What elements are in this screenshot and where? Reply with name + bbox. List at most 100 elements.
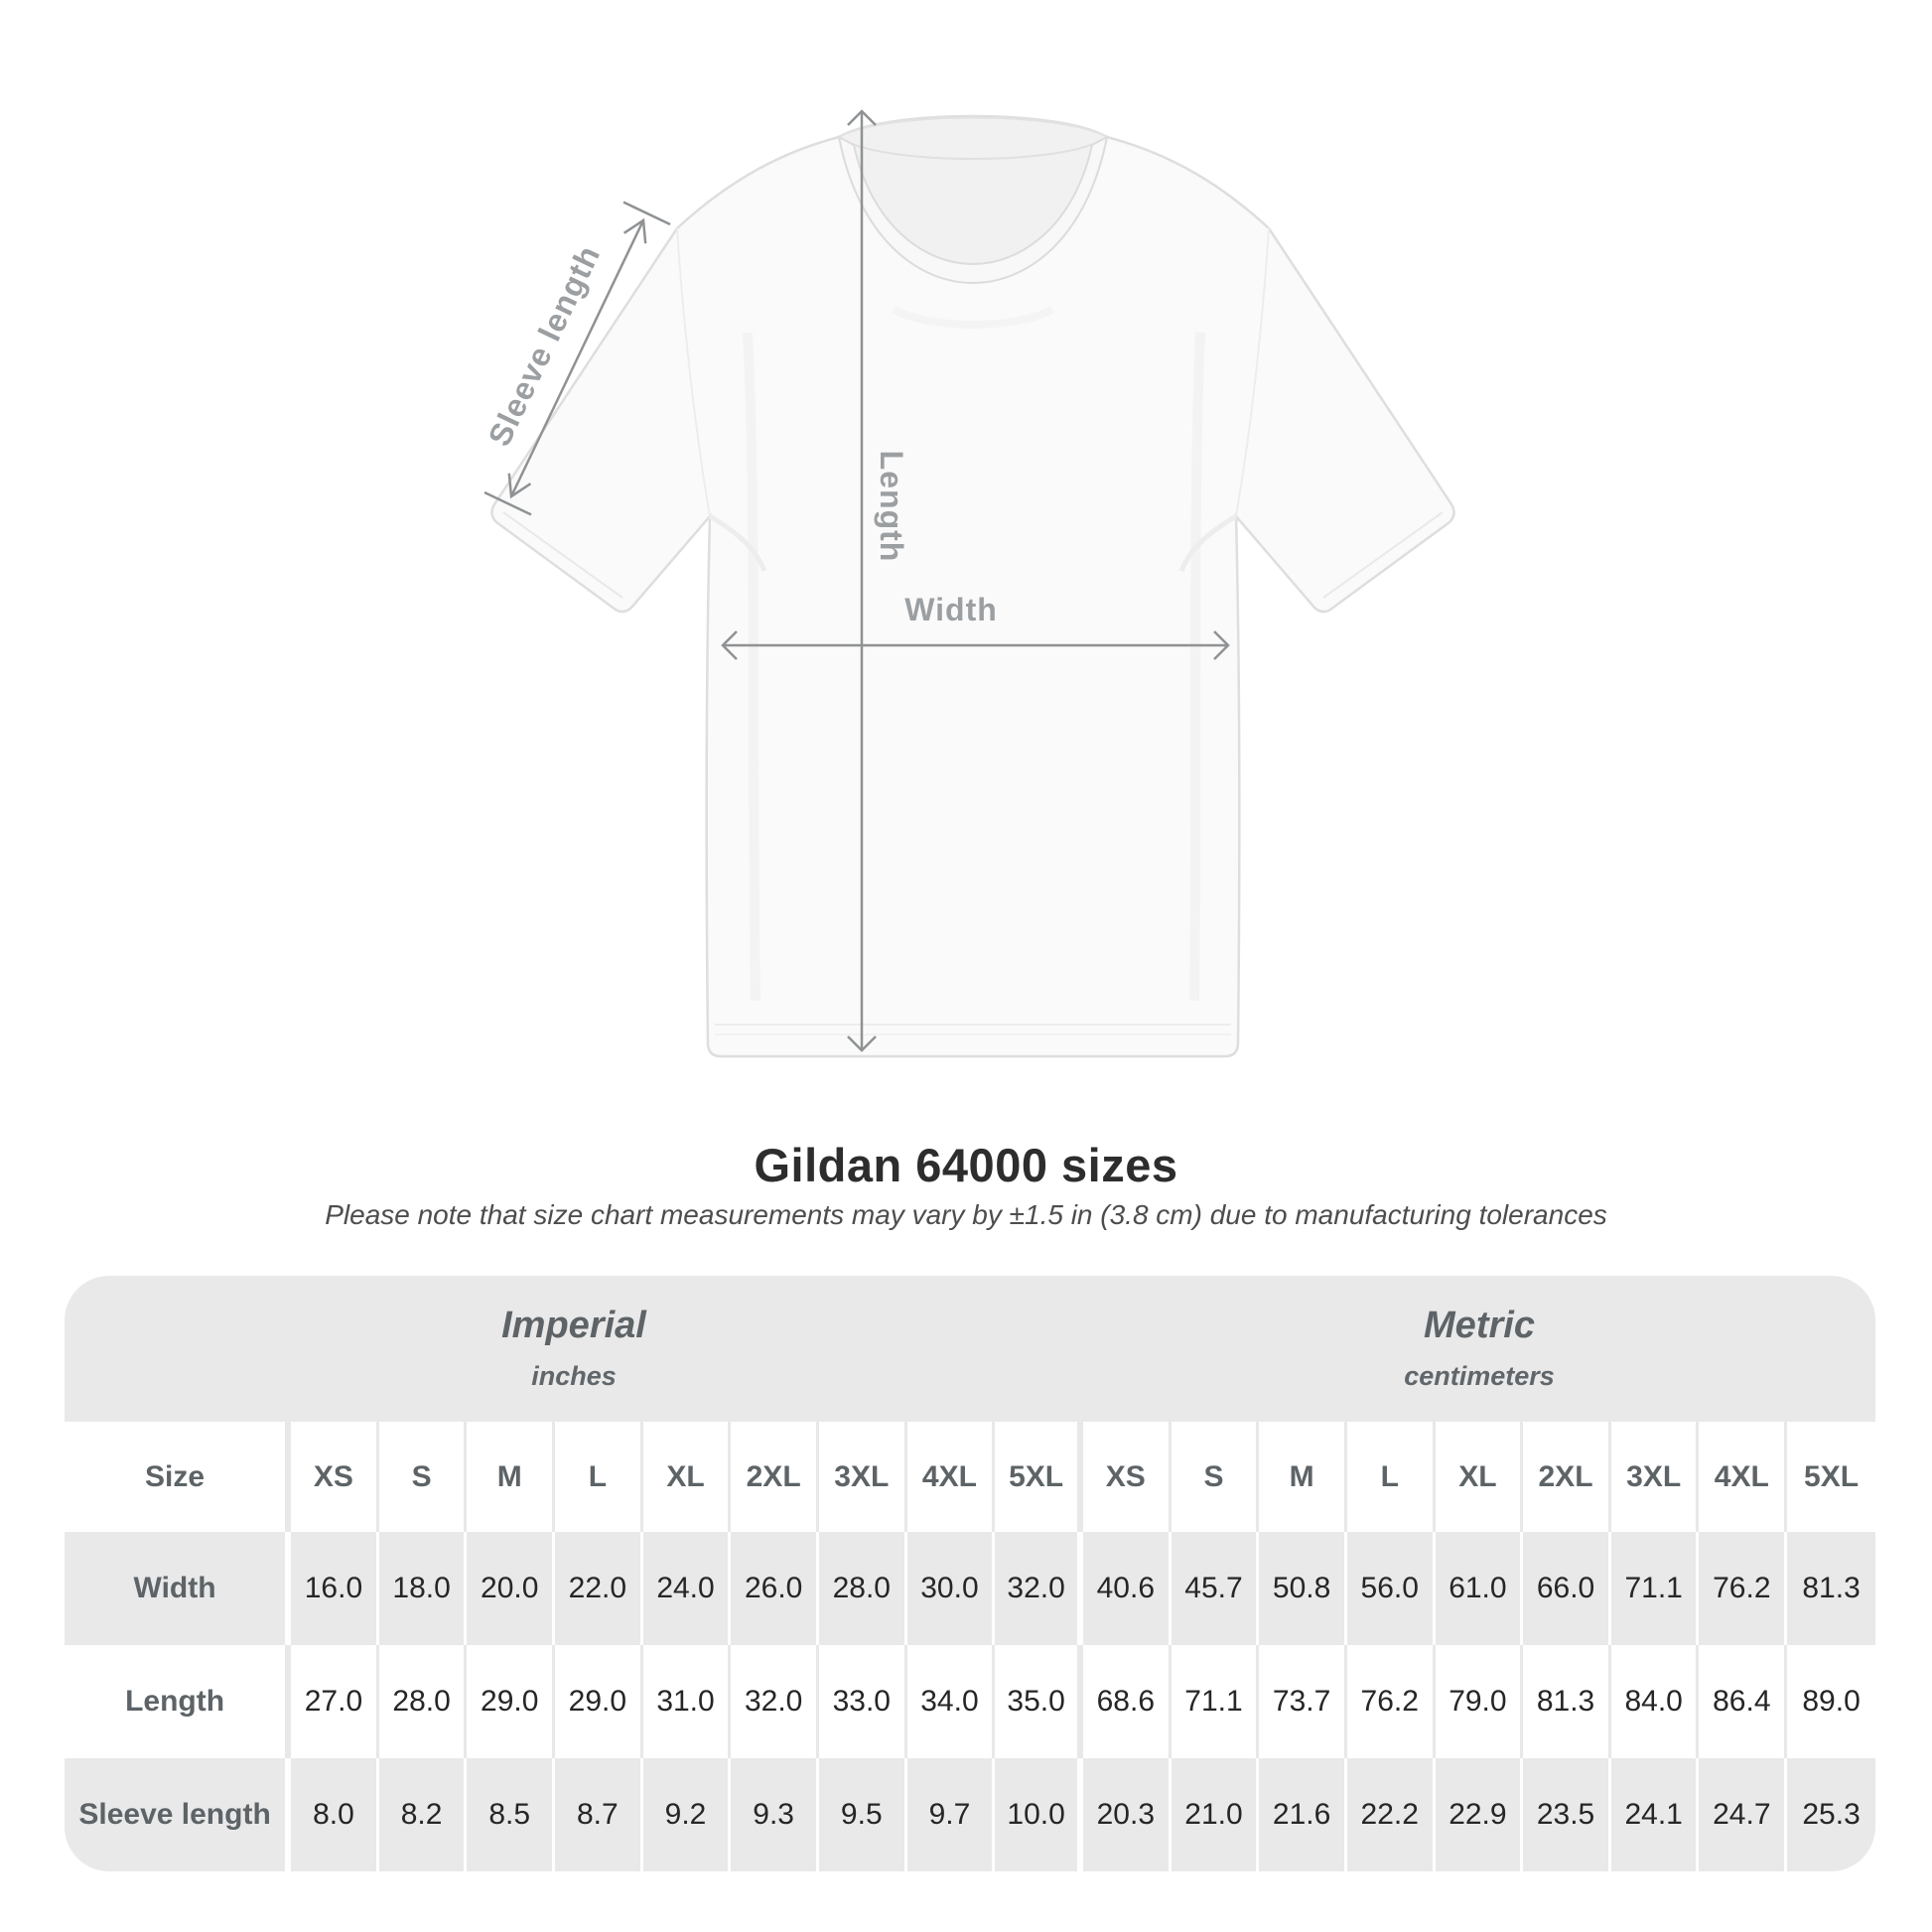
- table-cell-metric: 71.1: [1171, 1645, 1260, 1758]
- table-cell-imperial: 8.2: [378, 1758, 468, 1871]
- table-cell-imperial: 16.0: [291, 1532, 379, 1645]
- table-cell-imperial: 9.2: [642, 1758, 732, 1871]
- size-chart-table: Imperial inches Metric centimeters Size …: [65, 1276, 1875, 1871]
- size-col-header-imperial-m: M: [467, 1422, 556, 1532]
- table-cell-metric: 71.1: [1610, 1532, 1700, 1645]
- collar-band: [837, 135, 1109, 285]
- tshirt-diagram-svg: Width Length Sleeve length: [482, 109, 1455, 1058]
- table-cell-metric: 84.0: [1610, 1645, 1700, 1758]
- row-label: Length: [65, 1645, 292, 1758]
- metric-label: Metric: [1424, 1305, 1535, 1347]
- table-cell-metric: 61.0: [1435, 1532, 1524, 1645]
- tshirt-outline: [490, 114, 1455, 1058]
- size-col-header-imperial-3xl: 3XL: [818, 1422, 907, 1532]
- table-cell-metric: 76.2: [1699, 1532, 1788, 1645]
- size-col-header-imperial-4xl: 4XL: [906, 1422, 996, 1532]
- table-cell-imperial: 10.0: [995, 1758, 1083, 1871]
- armpit-shadow: [708, 513, 767, 572]
- table-cell-metric: 86.4: [1699, 1645, 1788, 1758]
- table-cell-imperial: 20.0: [467, 1532, 556, 1645]
- table-cell-imperial: 9.7: [906, 1758, 996, 1871]
- table-cell-metric: 81.3: [1523, 1645, 1611, 1758]
- table-row-length: Length 27.0 28.0 29.0 29.0 31.0 32.0 33.0 34.0 35…: [65, 1645, 1875, 1758]
- unit-header-row: Imperial inches Metric centimeters: [65, 1276, 1875, 1422]
- row-label: Sleeve length: [65, 1758, 292, 1871]
- imperial-section-header: Imperial inches: [65, 1276, 1083, 1422]
- table-cell-imperial: 35.0: [995, 1645, 1083, 1758]
- table-cell-metric: 56.0: [1346, 1532, 1436, 1645]
- size-col-header-imperial-xl: XL: [642, 1422, 732, 1532]
- table-cell-imperial: 28.0: [818, 1532, 907, 1645]
- table-cell-imperial: 8.0: [291, 1758, 379, 1871]
- table-cell-imperial: 32.0: [995, 1532, 1083, 1645]
- table-cell-metric: 68.6: [1083, 1645, 1172, 1758]
- table-cell-imperial: 8.7: [555, 1758, 643, 1871]
- right-sleeve-seam: [1235, 227, 1270, 517]
- sleeve-length-arrow: [483, 201, 671, 516]
- table-cell-imperial: 26.0: [731, 1532, 819, 1645]
- table-cell-imperial: 30.0: [906, 1532, 996, 1645]
- size-column-header: Size: [65, 1422, 292, 1532]
- size-col-header-imperial-xs: XS: [291, 1422, 379, 1532]
- table-cell-metric: 81.3: [1787, 1532, 1875, 1645]
- table-row-sleeve-length: Sleeve length 8.0 8.2 8.5 8.7 9.2 9.3 9.5 9.7 10.…: [65, 1758, 1875, 1871]
- table-cell-metric: 21.0: [1171, 1758, 1260, 1871]
- fabric-crease: [743, 332, 760, 1002]
- table-cell-metric: 76.2: [1346, 1645, 1436, 1758]
- size-col-header-imperial-5xl: 5XL: [995, 1422, 1083, 1532]
- imperial-label: Imperial: [501, 1305, 646, 1347]
- table-cell-imperial: 8.5: [467, 1758, 556, 1871]
- tolerance-note: Please note that size chart measurements…: [325, 1199, 1607, 1230]
- table-cell-metric: 24.7: [1699, 1758, 1788, 1871]
- table-cell-imperial: 33.0: [818, 1645, 907, 1758]
- tshirt-graphic: [490, 114, 1455, 1058]
- table-cell-metric: 50.8: [1259, 1532, 1347, 1645]
- size-col-header-imperial-l: L: [555, 1422, 643, 1532]
- size-col-header-metric-4xl: 4XL: [1699, 1422, 1788, 1532]
- size-col-header-metric-s: S: [1171, 1422, 1260, 1532]
- width-arrow: [721, 630, 1230, 660]
- size-col-header-metric-2xl: 2XL: [1523, 1422, 1611, 1532]
- size-col-header-metric-xs: XS: [1083, 1422, 1172, 1532]
- table-cell-metric: 40.6: [1083, 1532, 1172, 1645]
- table-cell-imperial: 9.3: [731, 1758, 819, 1871]
- measurement-annotations: [483, 109, 1230, 1052]
- table-cell-metric: 20.3: [1083, 1758, 1172, 1871]
- size-header-row: Size XS S M L XL 2XL 3XL 4XL 5XL XS S M L XL 2XL 3XL 4XL…: [65, 1422, 1875, 1532]
- table-cell-imperial: 27.0: [291, 1645, 379, 1758]
- size-col-header-metric-m: M: [1259, 1422, 1347, 1532]
- width-label: Width: [904, 592, 998, 627]
- size-col-header-metric-xl: XL: [1435, 1422, 1524, 1532]
- table-cell-imperial: 34.0: [906, 1645, 996, 1758]
- metric-unit-label: centimeters: [1404, 1360, 1555, 1391]
- length-label: Length: [874, 451, 909, 563]
- left-cuff-stitch: [502, 511, 623, 599]
- size-col-header-metric-3xl: 3XL: [1610, 1422, 1700, 1532]
- back-collar-stitch: [845, 140, 1101, 160]
- fabric-crease: [892, 306, 1054, 329]
- table-cell-metric: 23.5: [1523, 1758, 1611, 1871]
- row-label: Width: [65, 1532, 292, 1645]
- table-cell-imperial: 29.0: [467, 1645, 556, 1758]
- size-col-header-imperial-s: S: [378, 1422, 468, 1532]
- imperial-unit-label: inches: [531, 1360, 617, 1391]
- table-cell-metric: 45.7: [1171, 1532, 1260, 1645]
- table-cell-imperial: 9.5: [818, 1758, 907, 1871]
- page-title: Gildan 64000 sizes: [754, 1139, 1178, 1191]
- table-cell-imperial: 22.0: [555, 1532, 643, 1645]
- table-cell-imperial: 32.0: [731, 1645, 819, 1758]
- table-cell-metric: 25.3: [1787, 1758, 1875, 1871]
- tshirt-measurement-diagram: Width Length Sleeve length: [417, 79, 1529, 1072]
- metric-section-header: Metric centimeters: [1083, 1276, 1875, 1422]
- table-cell-metric: 22.9: [1435, 1758, 1524, 1871]
- length-arrow: [847, 109, 877, 1052]
- left-sleeve-seam: [676, 227, 711, 517]
- fabric-crease: [1189, 332, 1205, 1002]
- size-col-header-imperial-2xl: 2XL: [731, 1422, 819, 1532]
- table-cell-imperial: 28.0: [378, 1645, 468, 1758]
- table-cell-imperial: 24.0: [642, 1532, 732, 1645]
- table-cell-metric: 24.1: [1610, 1758, 1700, 1871]
- table-cell-metric: 73.7: [1259, 1645, 1347, 1758]
- table-cell-metric: 79.0: [1435, 1645, 1524, 1758]
